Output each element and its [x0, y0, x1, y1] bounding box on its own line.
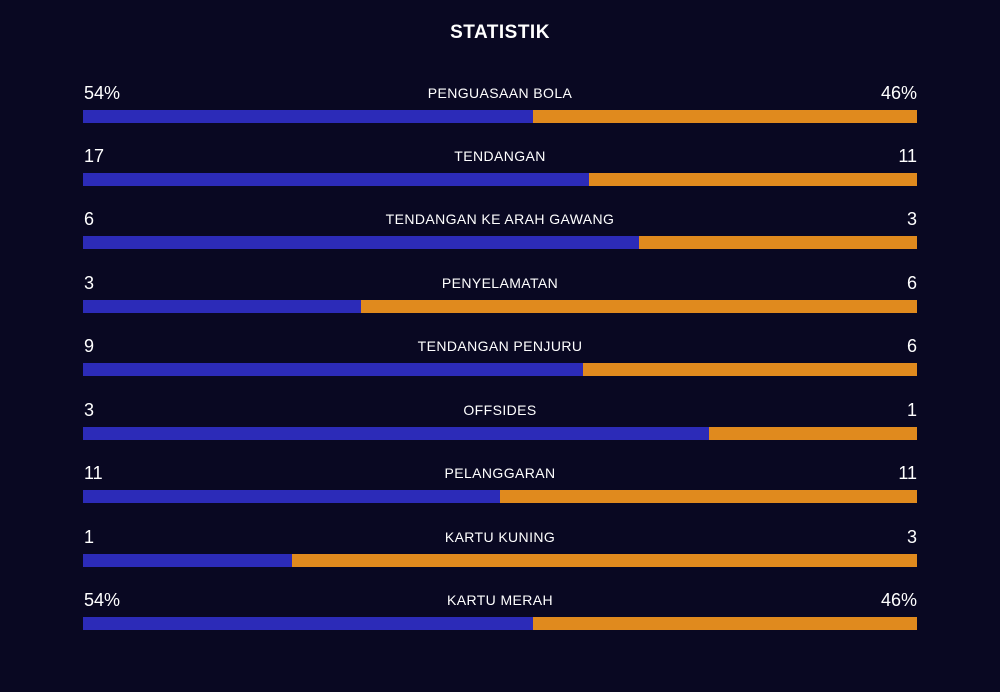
away-bar-segment [500, 490, 917, 503]
stat-row-red-cards: 54% KARTU MERAH 46% [83, 587, 917, 639]
away-bar-segment [533, 110, 917, 123]
away-bar-segment [533, 617, 917, 630]
home-bar-segment [83, 110, 534, 123]
away-value: 3 [906, 209, 917, 229]
home-value: 54% [84, 590, 121, 610]
home-value: 9 [84, 336, 95, 356]
away-value: 11 [898, 463, 917, 483]
away-value: 46% [880, 83, 917, 103]
home-bar-segment [83, 363, 584, 376]
away-value: 6 [906, 336, 917, 356]
comparison-bar [83, 300, 917, 313]
away-value: 1 [906, 400, 917, 420]
stat-row-offsides: 3 OFFSIDES 1 [83, 397, 917, 449]
home-bar-segment [83, 554, 292, 567]
stat-label: TENDANGAN [454, 148, 546, 164]
home-bar-segment [83, 300, 361, 313]
comparison-bar [83, 427, 917, 440]
stat-row-shots-on-target: 6 TENDANGAN KE ARAH GAWANG 3 [83, 206, 917, 258]
home-value: 3 [84, 273, 95, 293]
comparison-bar [83, 617, 917, 630]
stat-label: TENDANGAN KE ARAH GAWANG [385, 211, 615, 227]
home-bar-segment [83, 490, 500, 503]
stat-label: PELANGGARAN [444, 465, 556, 481]
home-bar-segment [83, 617, 534, 630]
away-bar-segment [583, 363, 917, 376]
stat-row-possession: 54% PENGUASAAN BOLA 46% [83, 80, 917, 132]
comparison-bar [83, 173, 917, 186]
stat-row-yellow-cards: 1 KARTU KUNING 3 [83, 524, 917, 576]
away-value: 46% [880, 590, 917, 610]
stat-row-saves: 3 PENYELAMATAN 6 [83, 270, 917, 322]
comparison-bar [83, 490, 917, 503]
home-bar-segment [83, 173, 590, 186]
stat-row-corners: 9 TENDANGAN PENJURU 6 [83, 333, 917, 385]
stat-label: PENYELAMATAN [441, 275, 559, 291]
home-value: 11 [84, 463, 103, 483]
home-value: 17 [84, 146, 105, 166]
comparison-bar [83, 236, 917, 249]
home-value: 54% [84, 83, 121, 103]
stat-label: OFFSIDES [463, 402, 537, 418]
stats-title: STATISTIK [450, 22, 550, 43]
stat-label: KARTU KUNING [444, 529, 556, 545]
away-value: 3 [906, 527, 917, 547]
home-bar-segment [83, 427, 709, 440]
comparison-bar [83, 554, 917, 567]
away-bar-segment [291, 554, 917, 567]
stat-row-fouls: 11 PELANGGARAN 11 [83, 460, 917, 512]
comparison-bar [83, 363, 917, 376]
away-bar-segment [708, 427, 917, 440]
away-bar-segment [589, 173, 917, 186]
home-value: 1 [84, 527, 95, 547]
away-bar-segment [639, 236, 917, 249]
stat-row-shots: 17 TENDANGAN 11 [83, 143, 917, 195]
away-value: 6 [906, 273, 917, 293]
away-value: 11 [898, 146, 917, 166]
home-value: 3 [84, 400, 95, 420]
stat-label: KARTU MERAH [446, 592, 554, 608]
home-bar-segment [83, 236, 640, 249]
comparison-bar [83, 110, 917, 123]
home-value: 6 [84, 209, 95, 229]
stat-label: TENDANGAN PENJURU [417, 338, 583, 354]
away-bar-segment [360, 300, 917, 313]
stat-label: PENGUASAAN BOLA [427, 85, 573, 101]
